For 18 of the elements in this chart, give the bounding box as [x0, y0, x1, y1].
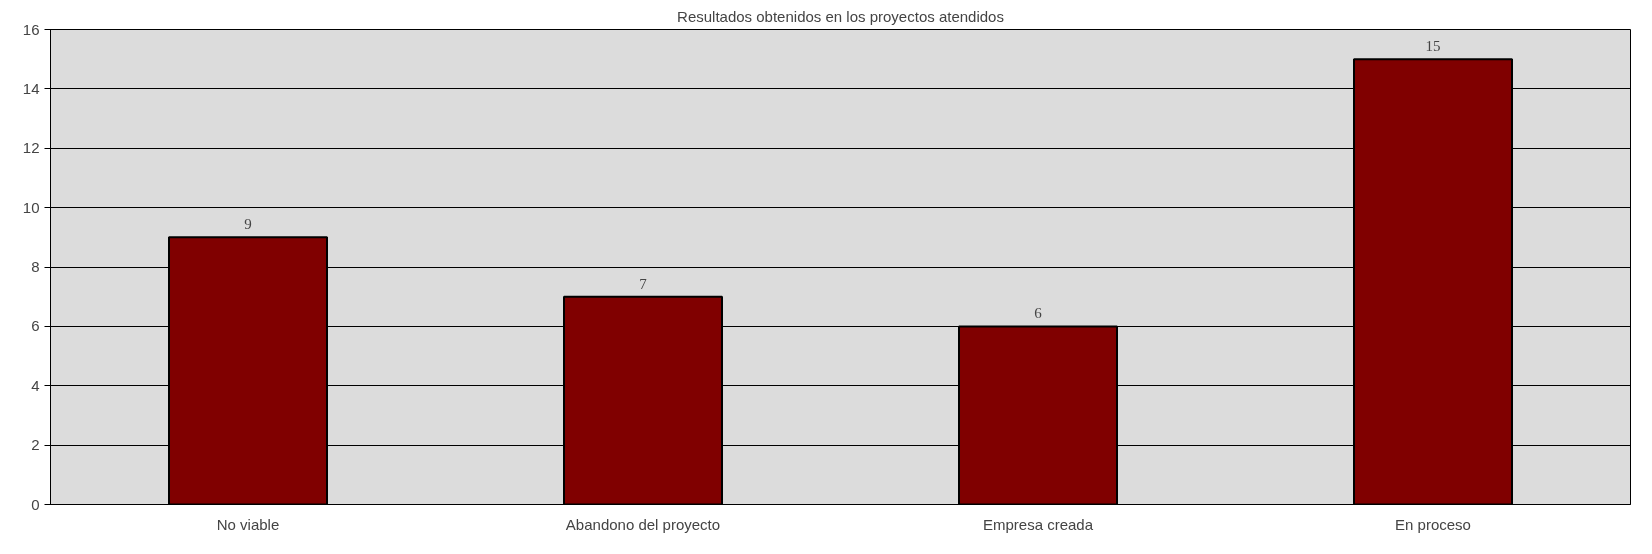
y-tick-label: 4 — [31, 376, 40, 394]
y-tick-label: 0 — [31, 495, 40, 513]
chart-title: Resultados obtenidos en los proyectos atendidos — [677, 7, 1004, 25]
x-tick-label: En proceso — [1395, 515, 1471, 533]
y-tick-label: 12 — [22, 139, 40, 157]
x-tick-label: No viable — [216, 515, 280, 533]
y-tick-label: 10 — [22, 198, 40, 216]
y-tick-label: 14 — [22, 79, 40, 97]
y-tick-label: 16 — [22, 20, 40, 38]
x-tick-label: Empresa creada — [982, 515, 1094, 533]
y-tick-label: 2 — [31, 436, 40, 454]
data-label: 9 — [244, 216, 252, 233]
y-tick-label: 8 — [31, 258, 40, 275]
y-tick-label: 6 — [31, 317, 40, 335]
data-label: 15 — [1425, 38, 1441, 55]
x-tick-label: Abandono del proyecto — [565, 515, 721, 533]
data-label: 6 — [1034, 305, 1043, 322]
data-label: 7 — [639, 275, 648, 292]
